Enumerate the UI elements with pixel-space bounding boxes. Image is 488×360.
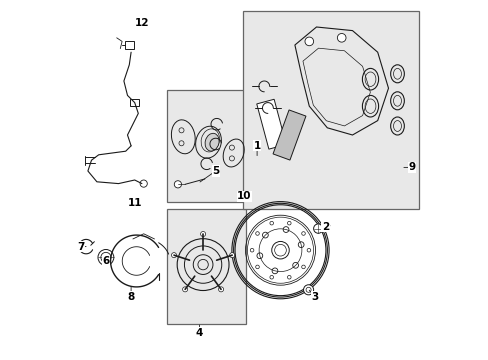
Circle shape	[218, 287, 223, 292]
Text: 1: 1	[253, 141, 260, 151]
Text: 4: 4	[195, 328, 203, 338]
Text: 11: 11	[127, 198, 142, 208]
Circle shape	[229, 253, 234, 258]
Circle shape	[337, 33, 346, 42]
Text: 5: 5	[212, 166, 219, 176]
Polygon shape	[256, 99, 285, 149]
Circle shape	[140, 180, 147, 187]
Bar	[130, 99, 139, 106]
Circle shape	[182, 287, 187, 292]
Bar	[167, 209, 246, 324]
Circle shape	[200, 231, 205, 237]
Text: 2: 2	[321, 222, 328, 232]
Bar	[242, 11, 418, 209]
Bar	[124, 41, 133, 49]
Circle shape	[171, 253, 176, 258]
Text: 8: 8	[127, 292, 135, 302]
Polygon shape	[272, 110, 305, 160]
Circle shape	[303, 285, 313, 295]
Text: 7: 7	[77, 242, 84, 252]
Text: 12: 12	[134, 18, 149, 28]
Text: 3: 3	[310, 292, 318, 302]
Bar	[167, 90, 253, 202]
Text: 10: 10	[237, 191, 251, 201]
Circle shape	[313, 224, 322, 233]
Text: 9: 9	[407, 162, 415, 172]
Circle shape	[174, 181, 181, 188]
Circle shape	[305, 37, 313, 46]
Text: 6: 6	[102, 256, 109, 266]
Ellipse shape	[204, 133, 219, 151]
